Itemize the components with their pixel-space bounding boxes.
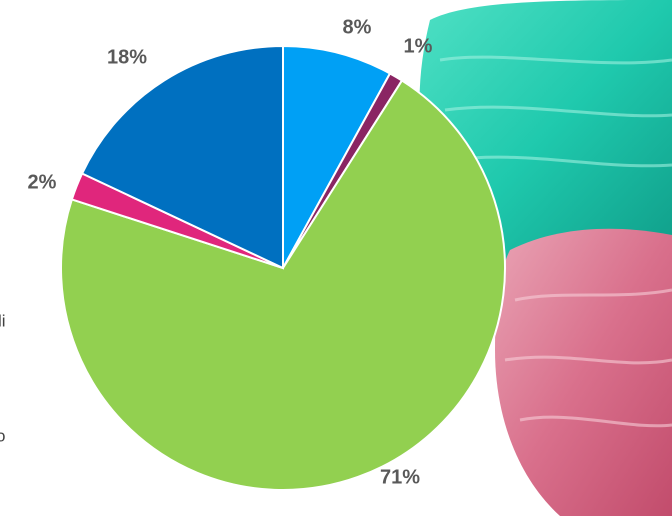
data-label: 18% — [107, 46, 147, 68]
data-label: 71% — [380, 466, 420, 488]
pie-slice — [282, 44, 392, 269]
clipped-text: o — [0, 426, 5, 445]
data-label: 8% — [343, 16, 372, 38]
pie-slice — [60, 79, 506, 491]
data-label: 2% — [28, 171, 57, 193]
data-label: 1% — [404, 35, 433, 57]
clipped-text: li — [0, 311, 6, 330]
pie-slice — [80, 44, 284, 270]
